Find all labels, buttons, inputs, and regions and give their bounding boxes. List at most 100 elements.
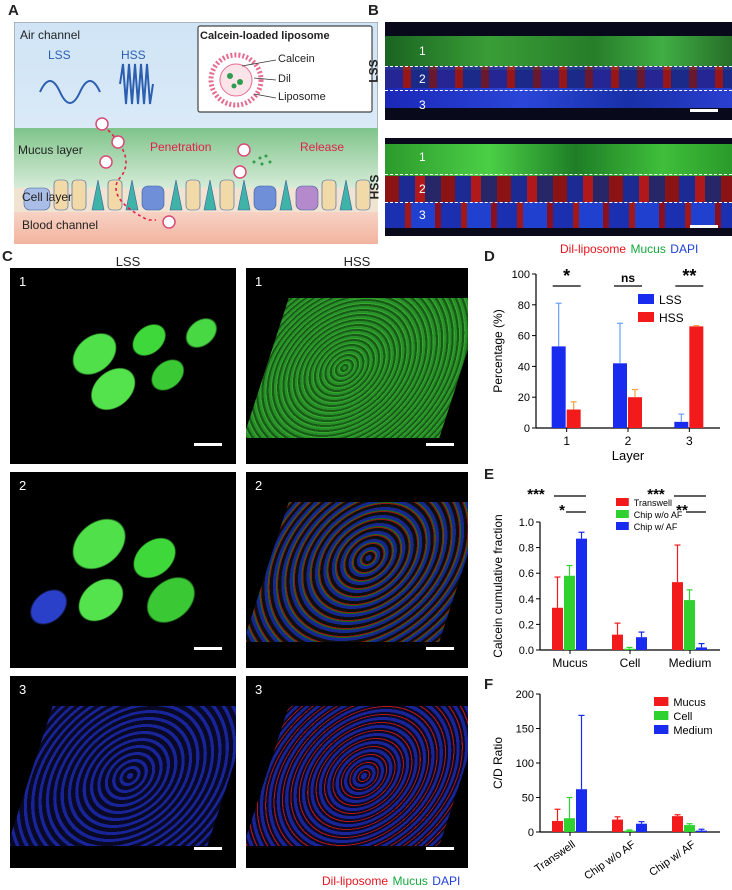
schematic-lss-label: LSS — [48, 48, 71, 62]
chart-e-calcein-fraction: 0.0 0.2 0.4 0.6 0.8 1.0 Mucus Cell Medium Calcein… — [491, 486, 720, 670]
legend-dil: Dil-liposome — [322, 874, 389, 888]
row-number: 2 — [255, 478, 263, 493]
bar — [624, 648, 635, 650]
bar — [552, 607, 563, 650]
y-tick-label: 0.0 — [519, 645, 534, 657]
scale-bar — [690, 109, 718, 112]
panel-label-a: A — [8, 2, 19, 19]
hss-wave-icon — [119, 63, 154, 105]
y-tick-label: 60 — [518, 331, 530, 343]
layer-3-label: 3 — [419, 208, 426, 222]
bar — [551, 346, 566, 428]
panel-c-channel-legend: Dil-liposome Mucus DAPI — [322, 872, 460, 890]
y-axis-label: Calcein cumulative fraction — [491, 514, 505, 657]
bar — [672, 582, 683, 650]
release-label: Release — [300, 140, 345, 154]
legend-label: HSS — [659, 311, 684, 325]
y-tick-label: 0.4 — [519, 594, 534, 606]
panel-label-d: D — [484, 248, 495, 265]
lss-layer-1-image: 1 — [10, 268, 236, 464]
bar — [672, 816, 683, 832]
significance-label: *** — [647, 486, 665, 503]
y-axis-label: Percentage (%) — [491, 309, 505, 392]
lss-layer-2-image: 2 — [10, 472, 236, 668]
significance-label: * — [563, 266, 570, 286]
small-liposome-icons — [95, 117, 251, 229]
bar — [564, 575, 575, 650]
bar — [566, 409, 581, 428]
bar — [612, 819, 623, 832]
y-tick-label: 40 — [518, 361, 530, 373]
panel-c-hss-title: HSS — [343, 254, 371, 269]
y-tick-label: 150 — [516, 724, 534, 736]
bar — [696, 647, 707, 650]
x-tick-label: 3 — [686, 434, 693, 448]
y-tick-label: 200 — [516, 689, 534, 701]
row-number: 3 — [19, 682, 27, 697]
x-tick-label: Chip w/o AF — [582, 838, 638, 882]
layer-1-label: 1 — [419, 150, 426, 164]
bar — [613, 363, 627, 428]
bar — [576, 538, 587, 650]
y-tick-label: 1.0 — [519, 517, 534, 529]
legend-dil: Dil-liposome — [560, 242, 627, 256]
x-tick-label: 2 — [625, 434, 632, 448]
scale-bar — [426, 647, 454, 650]
legend-swatch — [654, 711, 669, 720]
significance-label: ** — [676, 502, 688, 519]
blood-channel-label: Blood channel — [22, 218, 99, 232]
chart-f-cd-ratio: 0 50 100 150 200 Transwell Chip w/o AF Chip w/ … — [491, 689, 720, 882]
panel-b-channel-legend: Dil-liposome Mucus DAPI — [560, 240, 698, 258]
cell-layer-illustration — [23, 179, 371, 211]
calcein-label: Calcein — [278, 53, 315, 65]
bar — [564, 818, 575, 832]
panel-label-b: B — [368, 2, 379, 19]
layer-2-label: 2 — [419, 72, 426, 86]
penetration-label: Penetration — [150, 140, 212, 154]
dil-label: Dil — [278, 73, 291, 85]
y-tick-label: 20 — [518, 392, 530, 404]
liposome-label: Liposome — [278, 91, 326, 103]
y-tick-label: 80 — [518, 300, 530, 312]
legend-mucus: Mucus — [392, 874, 428, 888]
row-number: 2 — [19, 478, 27, 493]
y-tick-label: 0 — [528, 827, 534, 839]
bar — [636, 823, 647, 832]
legend-dapi: DAPI — [670, 242, 699, 256]
x-tick-label: Cell — [620, 656, 641, 670]
legend-label: Cell — [673, 711, 692, 723]
legend-swatch — [638, 312, 654, 322]
significance-label: *** — [527, 486, 545, 503]
legend-swatch — [654, 725, 669, 734]
y-tick-label: 100 — [512, 269, 530, 281]
layer-2-label: 2 — [419, 182, 426, 196]
bar — [674, 421, 689, 428]
x-tick-label: Chip w/ AF — [647, 838, 698, 878]
scale-bar — [194, 443, 222, 446]
bar — [628, 397, 642, 428]
bar — [636, 637, 647, 650]
layer-1-label: 1 — [419, 44, 426, 58]
mucus-layer-label: Mucus layer — [18, 143, 83, 157]
x-tick-label: 1 — [563, 434, 570, 448]
bar — [612, 634, 623, 650]
panel-label-e: E — [484, 466, 495, 483]
significance-label: ns — [621, 271, 635, 285]
lss-wave-icon — [39, 80, 101, 104]
legend-mucus: Mucus — [630, 242, 666, 256]
scale-bar — [690, 225, 718, 228]
lss-cross-section-image: 1 2 3 — [385, 22, 732, 120]
scale-bar — [426, 443, 454, 446]
legend-swatch — [616, 498, 629, 506]
legend-swatch — [638, 294, 654, 304]
cell-layer-label: Cell layer — [22, 190, 73, 204]
scale-bar — [426, 847, 454, 850]
panel-b-hss-label: HSS — [367, 174, 382, 200]
legend-label: Mucus — [673, 697, 706, 709]
bar — [684, 600, 695, 650]
x-tick-label: Medium — [669, 656, 712, 670]
layer-3-label: 3 — [419, 98, 426, 112]
legend-label: Chip w/o AF — [634, 510, 683, 520]
scale-bar — [194, 647, 222, 650]
legend-label: LSS — [659, 293, 682, 307]
